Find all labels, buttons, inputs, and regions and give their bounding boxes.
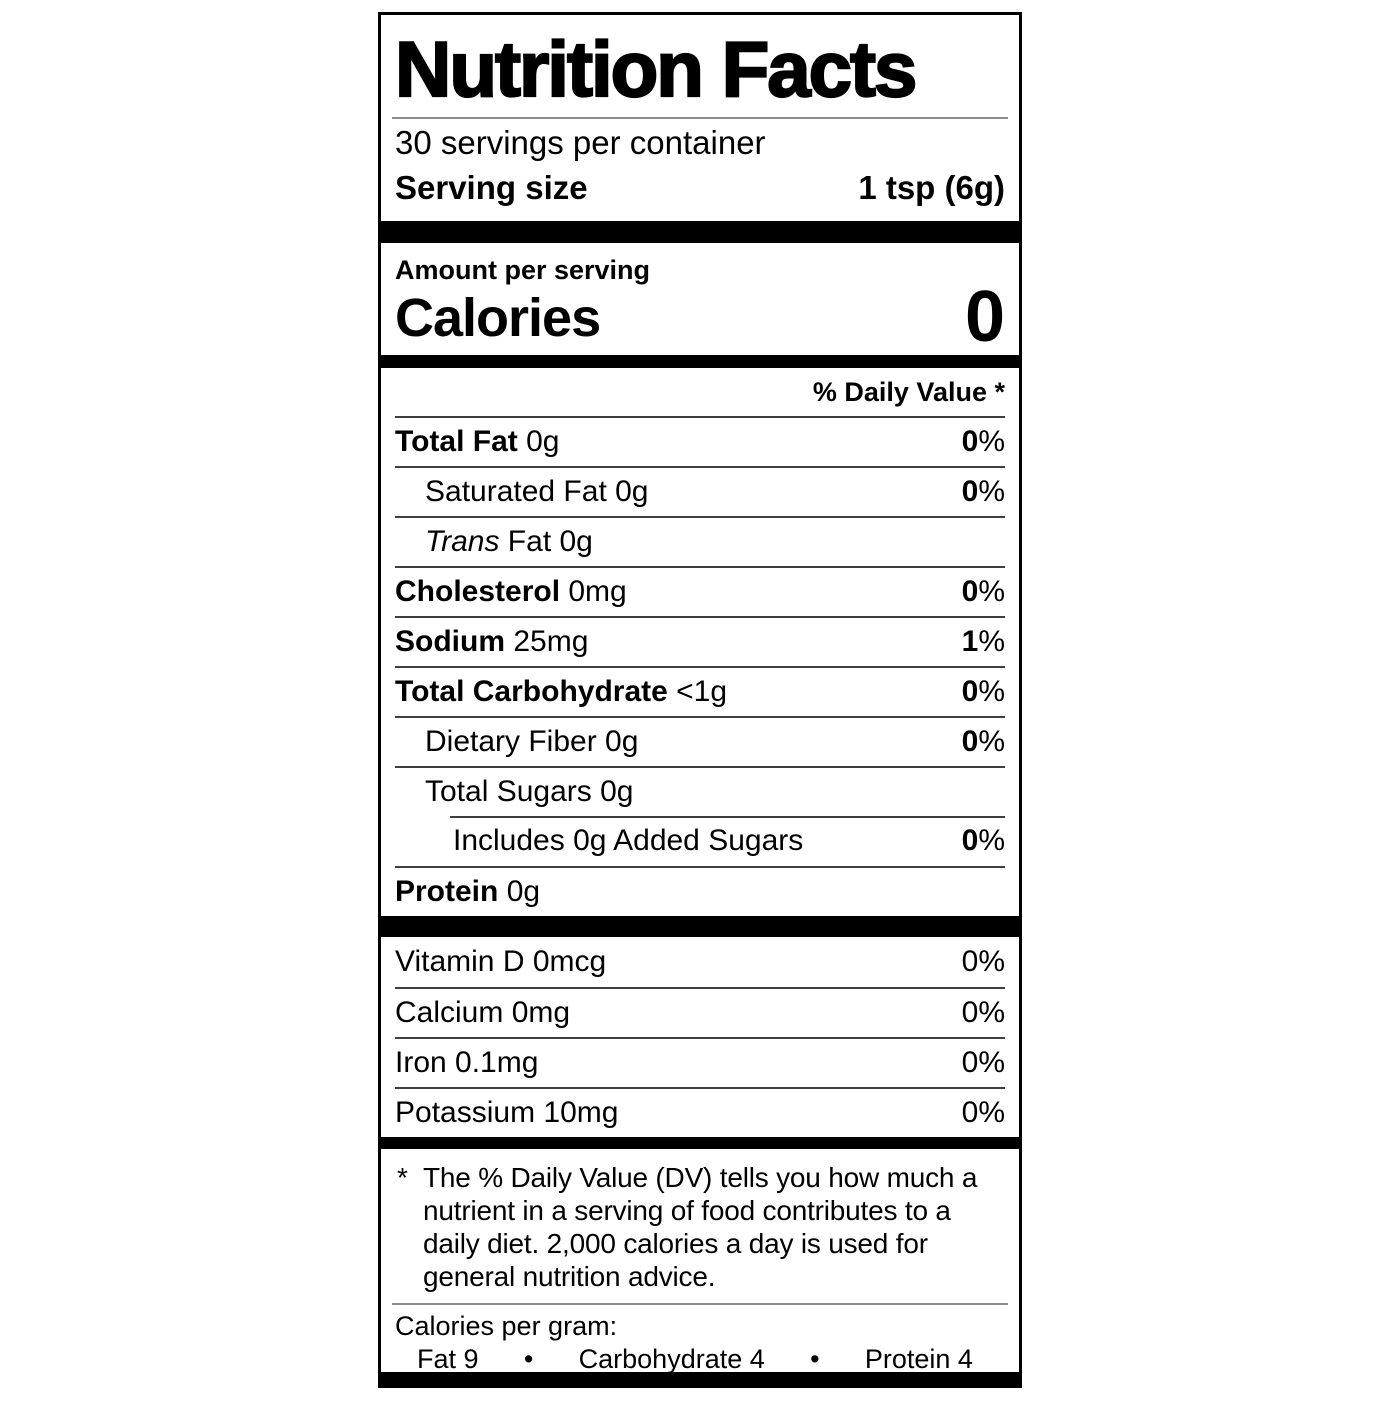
daily-value: 0% <box>961 996 1005 1029</box>
daily-value: 0% <box>961 1046 1005 1079</box>
calories-per-gram-item: Protein 4 <box>864 1344 973 1374</box>
nutrient-row: Dietary Fiber 0g 0% <box>395 716 1005 766</box>
footnote-divider <box>392 1303 1008 1305</box>
daily-value-header: % Daily Value * <box>812 377 1005 407</box>
nutrient-name-amount: Includes 0g Added Sugars <box>453 824 804 857</box>
thick-divider-bar <box>381 916 1019 937</box>
nutrient-row: Total Fat 0g 0% <box>395 416 1005 466</box>
calories-per-gram-row: Fat 9 • Carbohydrate 4 • Protein 4 <box>395 1342 1005 1374</box>
micronutrient-row: Potassium 10mg 0% <box>395 1087 1005 1137</box>
micronutrient-row: Iron 0.1mg 0% <box>395 1037 1005 1087</box>
thin-divider-bar <box>381 1137 1019 1149</box>
nutrient-row: Includes 0g Added Sugars 0% <box>395 816 1005 866</box>
nutrition-facts-label: Nutrition Facts 30 servings per containe… <box>378 12 1022 1388</box>
nutrient-row: Total Carbohydrate <1g 0% <box>395 666 1005 716</box>
serving-size-label: Serving size <box>395 169 588 206</box>
nutrient-name-amount: Calcium 0mg <box>395 996 571 1029</box>
footnote-asterisk: * <box>397 1162 408 1193</box>
calories-value: 0 <box>964 277 1005 357</box>
nutrient-name-amount: Potassium 10mg <box>395 1096 619 1129</box>
footnote: * The % Daily Value (DV) tells you how m… <box>381 1149 1019 1303</box>
calories-label: Calories <box>395 288 601 348</box>
nutrient-row: Trans Fat 0g <box>395 516 1005 566</box>
thick-divider-bar <box>381 221 1019 243</box>
nutrient-name-amount: Total Fat 0g <box>395 425 560 458</box>
nutrient-row: Protein 0g <box>395 866 1005 916</box>
daily-value: 0% <box>961 725 1005 758</box>
bullet-separator: • <box>810 1344 820 1374</box>
micronutrient-table: Vitamin D 0mcg 0% Calcium 0mg 0% Iron 0.1mg 0… <box>395 937 1005 1137</box>
daily-value: 0% <box>961 824 1005 857</box>
calories-per-gram-item: Fat 9 <box>417 1344 479 1374</box>
nutrient-name-amount: Dietary Fiber 0g <box>425 725 639 758</box>
nutrient-name-amount: Total Carbohydrate <1g <box>395 675 728 708</box>
nutrient-name-amount: Protein 0g <box>395 875 541 908</box>
daily-value: 0% <box>961 675 1005 708</box>
nutrient-name-amount: Saturated Fat 0g <box>425 475 649 508</box>
calories-per-gram-label: Calories per gram: <box>395 1311 618 1341</box>
daily-value: 1% <box>961 625 1005 658</box>
serving-size-row: Serving size 1 tsp (6g) <box>395 165 1005 211</box>
medium-divider-bar <box>381 355 1019 368</box>
label-title: Nutrition Facts <box>394 24 919 114</box>
bullet-separator: • <box>523 1344 534 1374</box>
servings-per-container: 30 servings per container <box>395 124 766 161</box>
nutrient-name-amount: Iron 0.1mg <box>395 1046 539 1079</box>
nutrient-name-amount: Vitamin D 0mcg <box>395 945 607 978</box>
calories-per-gram-item: Carbohydrate 4 <box>578 1344 765 1374</box>
nutrient-row: Cholesterol 0mg 0% <box>395 566 1005 616</box>
footnote-text: The % Daily Value (DV) tells you how muc… <box>423 1162 978 1292</box>
nutrient-name-amount: Trans Fat 0g <box>425 525 593 558</box>
daily-value: 0% <box>961 1096 1005 1129</box>
nutrient-name-amount: Total Sugars 0g <box>425 775 634 808</box>
nutrient-row: Total Sugars 0g <box>395 766 1005 816</box>
micronutrient-row: Calcium 0mg 0% <box>395 987 1005 1037</box>
nutrient-table: Total Fat 0g 0% Saturated Fat 0g 0% Trans Fa… <box>395 416 1005 916</box>
calories-per-gram-section: Calories per gram: Fat 9 • Carbohydrate 4 •… <box>381 1305 1019 1374</box>
amount-per-serving-label: Amount per serving <box>395 255 651 285</box>
nutrient-name-amount: Cholesterol 0mg <box>395 575 627 608</box>
daily-value: 0% <box>961 425 1005 458</box>
nutrient-name-amount: Sodium 25mg <box>395 625 589 658</box>
nutrient-row: Sodium 25mg 1% <box>395 616 1005 666</box>
nutrient-row: Saturated Fat 0g 0% <box>395 466 1005 516</box>
title-divider <box>392 117 1008 119</box>
serving-size-value: 1 tsp (6g) <box>858 169 1005 206</box>
daily-value: 0% <box>961 945 1005 978</box>
micronutrient-row: Vitamin D 0mcg 0% <box>395 937 1005 987</box>
daily-value: 0% <box>961 575 1005 608</box>
calories-row: Calories 0 <box>395 277 1005 357</box>
daily-value: 0% <box>961 475 1005 508</box>
